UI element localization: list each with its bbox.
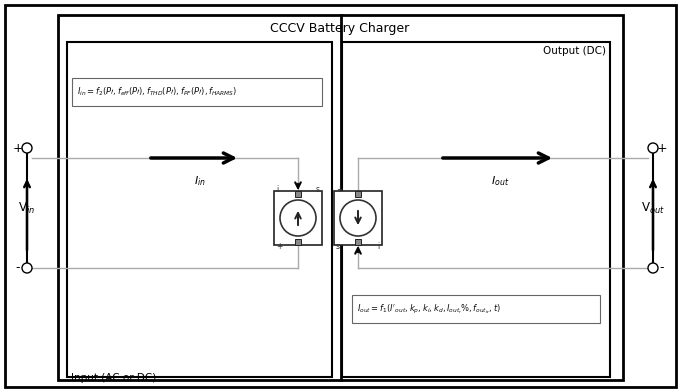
Bar — [295, 239, 301, 245]
Circle shape — [280, 200, 316, 236]
Circle shape — [648, 143, 658, 153]
Circle shape — [648, 263, 658, 273]
Bar — [342, 42, 610, 377]
Text: CCCV Battery Charger: CCCV Battery Charger — [270, 22, 410, 35]
Bar — [295, 191, 301, 197]
Text: i: i — [276, 185, 279, 194]
Bar — [72, 78, 322, 106]
Text: s: s — [316, 185, 320, 194]
Text: +: + — [336, 185, 343, 194]
Text: +: + — [276, 242, 283, 251]
Text: i: i — [378, 242, 380, 251]
Bar — [355, 191, 361, 197]
Text: $I_{in} = f_2(P\prime, f_{eff}(P\prime), f_{THD}(P\prime), f_{PF}(P\prime), f_{H: $I_{in} = f_2(P\prime, f_{eff}(P\prime),… — [77, 86, 238, 98]
Text: V$_{in}$: V$_{in}$ — [18, 200, 35, 216]
Bar — [352, 295, 600, 323]
Text: $I_{out} = f_1(I'_{out}, k_p, k_i, k_d, I_{out_r}\%, f_{out_{tr}}, t)$: $I_{out} = f_1(I'_{out}, k_p, k_i, k_d, … — [357, 302, 501, 316]
Text: Output (DC): Output (DC) — [543, 46, 606, 56]
Text: s: s — [336, 242, 340, 251]
Bar — [274, 191, 322, 245]
Text: I$_{in}$: I$_{in}$ — [194, 174, 206, 188]
Circle shape — [22, 263, 32, 273]
Text: V$_{out}$: V$_{out}$ — [641, 200, 665, 216]
Text: -: - — [16, 261, 20, 274]
Bar — [67, 42, 332, 377]
Circle shape — [22, 143, 32, 153]
Bar — [334, 191, 382, 245]
Text: Input (AC or DC): Input (AC or DC) — [71, 373, 156, 383]
Circle shape — [340, 200, 376, 236]
Text: +: + — [656, 142, 667, 154]
Bar — [58, 15, 623, 380]
Text: -: - — [660, 261, 664, 274]
Bar — [355, 239, 361, 245]
Text: +: + — [13, 142, 23, 154]
Text: I$_{out}$: I$_{out}$ — [491, 174, 509, 188]
